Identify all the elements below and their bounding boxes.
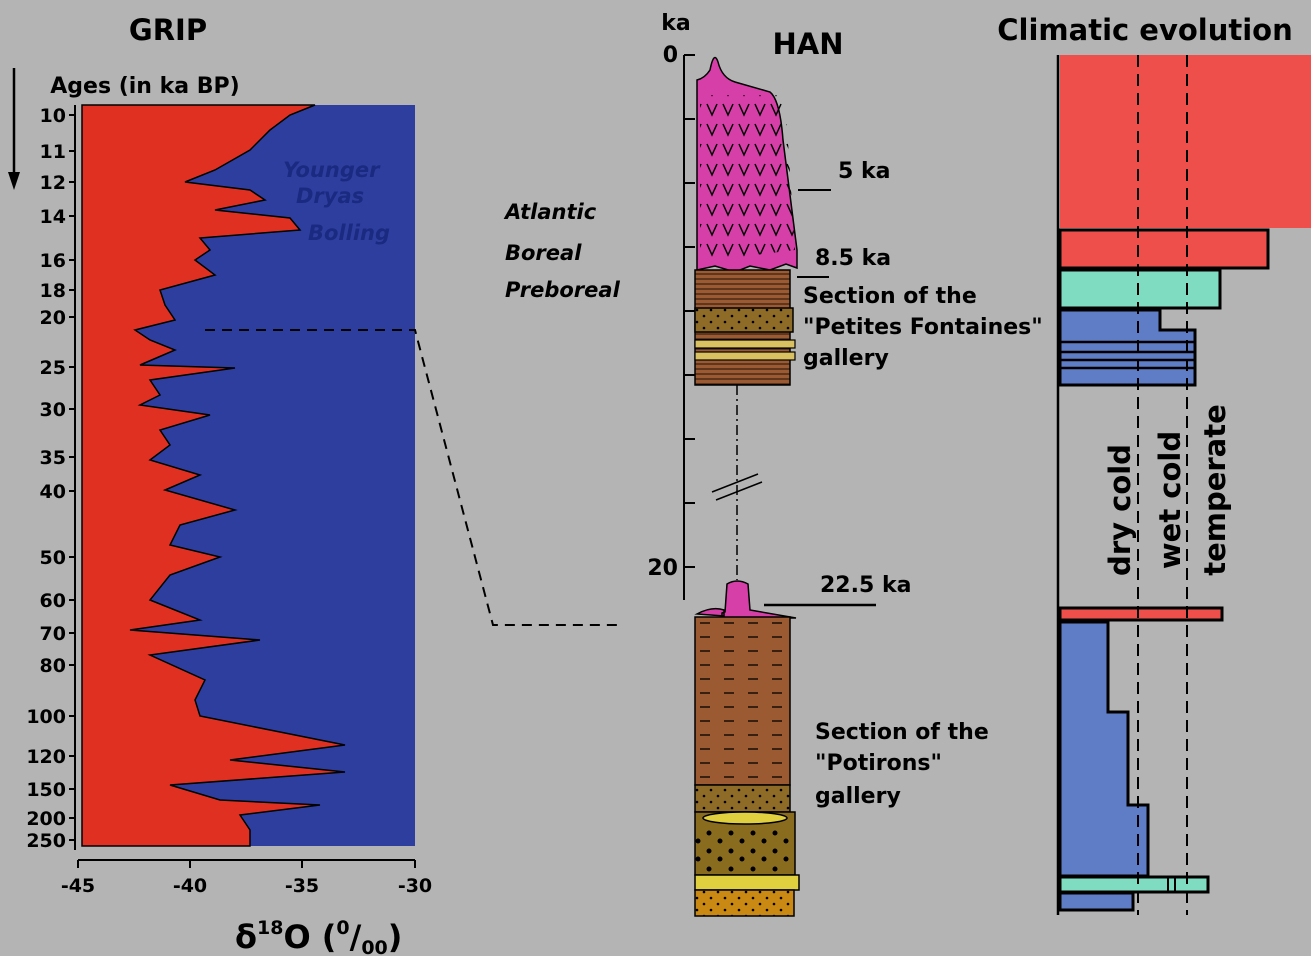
han-layer-dash <box>695 617 790 785</box>
han-layer <box>695 340 795 348</box>
han-tick-label: 20 <box>647 556 678 581</box>
climate-title: Climatic evolution <box>997 13 1293 47</box>
y-tick-label: 80 <box>40 655 66 677</box>
han-layer-dots <box>695 785 790 812</box>
section-label: Section of the <box>815 720 989 745</box>
han-layer-dots <box>695 828 795 875</box>
climate-column: dry cold <box>1103 444 1137 576</box>
han-layer-dots <box>695 308 793 332</box>
age-arrow-head <box>8 172 20 190</box>
han-layer-dots <box>695 890 794 916</box>
climate-bar <box>1060 622 1148 876</box>
period: Boreal <box>505 241 582 265</box>
y-tick-label: 250 <box>26 830 66 852</box>
x-tick-label: -30 <box>398 875 432 897</box>
y-tick-label: 60 <box>40 590 66 612</box>
annotation: Bolling <box>308 221 390 245</box>
y-tick-label: 100 <box>26 706 66 728</box>
y-tick-label: 16 <box>40 250 66 272</box>
han-tick-label: 0 <box>663 43 678 68</box>
y-tick-label: 35 <box>40 447 66 469</box>
figure: GRIP Ages (in ka BP) Younger Dryas Bolli… <box>0 0 1311 956</box>
climate-bar <box>1060 230 1268 268</box>
annotation: Dryas <box>296 184 364 208</box>
y-tick-label: 200 <box>26 808 66 830</box>
climate-bar <box>1060 310 1195 385</box>
y-tick-label: 11 <box>40 141 66 163</box>
climate-bar <box>1060 608 1222 620</box>
y-tick-label: 18 <box>40 280 66 302</box>
climate-bar <box>1060 55 1311 228</box>
climate-bar <box>1060 877 1208 892</box>
section-label: "Petites Fontaines" <box>803 315 1043 340</box>
section-label: Section of the <box>803 284 977 309</box>
climate-column: temperate <box>1198 404 1232 576</box>
climate-bar <box>1060 270 1220 308</box>
y-tick-label: 70 <box>40 623 66 645</box>
section-label: gallery <box>815 784 901 809</box>
han-layer <box>695 352 795 360</box>
x-tick-label: -45 <box>61 875 95 897</box>
y-tick-label: 12 <box>40 172 66 194</box>
y-tick-label: 150 <box>26 779 66 801</box>
han-unit: ka <box>661 11 690 36</box>
marker-label: 5 ka <box>838 159 890 184</box>
section-label: gallery <box>803 346 889 371</box>
han-pink-lower <box>697 581 796 618</box>
y-tick-label: 14 <box>40 206 66 228</box>
y-tick-label: 25 <box>40 357 66 379</box>
x-tick-label: -40 <box>173 875 207 897</box>
grip-title: GRIP <box>129 13 207 47</box>
climate-column: wet cold <box>1153 431 1187 569</box>
y-tick-label: 40 <box>40 481 66 503</box>
marker-label: 8.5 ka <box>815 246 891 271</box>
grip-y-label: Ages (in ka BP) <box>50 74 239 99</box>
period: Atlantic <box>503 200 597 224</box>
period: Preboreal <box>505 278 621 302</box>
y-tick-label: 20 <box>40 307 66 329</box>
y-tick-label: 50 <box>40 547 66 569</box>
annotation: Younger <box>283 158 381 182</box>
han-layer <box>695 875 799 890</box>
han-title: HAN <box>773 27 844 61</box>
grip-x-label: δ18O (0/00) <box>235 917 402 956</box>
y-tick-label: 120 <box>26 746 66 768</box>
v-pattern <box>700 95 795 262</box>
section-label: "Potirons" <box>815 751 942 776</box>
x-tick-label: -35 <box>285 875 319 897</box>
marker-label: 22.5 ka <box>820 573 911 598</box>
climate-bar <box>1060 893 1133 910</box>
han-lens <box>703 812 787 824</box>
y-tick-label: 10 <box>40 105 66 127</box>
y-tick-label: 30 <box>40 399 66 421</box>
